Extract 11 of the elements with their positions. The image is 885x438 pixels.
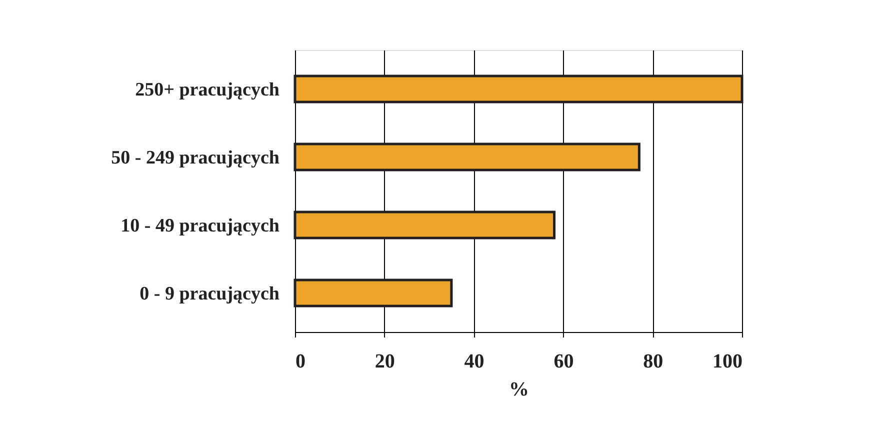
y-tick-label: 50 - 249 pracujących [111, 148, 280, 168]
x-axis-title: % [509, 378, 529, 400]
x-tick-label: 40 [464, 350, 484, 372]
y-tick-label: 250+ pracujących [135, 80, 280, 100]
x-tick-label: 20 [374, 350, 395, 372]
x-tick-label: 80 [643, 350, 664, 372]
x-tick-label: 60 [554, 350, 574, 372]
y-tick-label: 0 - 9 pracujących [140, 284, 280, 304]
x-tick-label: 0 [296, 350, 306, 372]
x-tick-label: 100 [712, 350, 742, 372]
y-tick-label: 10 - 49 pracujących [120, 216, 280, 236]
